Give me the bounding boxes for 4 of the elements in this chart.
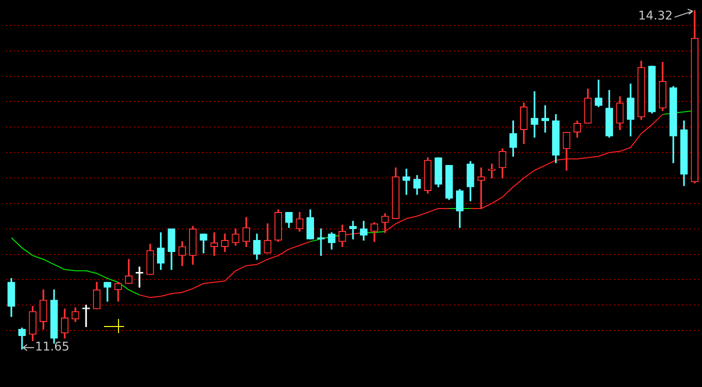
candlestick	[530, 91, 538, 138]
annotation: 11.65	[35, 340, 70, 354]
annotation: 14.32	[638, 8, 673, 22]
candlestick	[82, 304, 90, 328]
